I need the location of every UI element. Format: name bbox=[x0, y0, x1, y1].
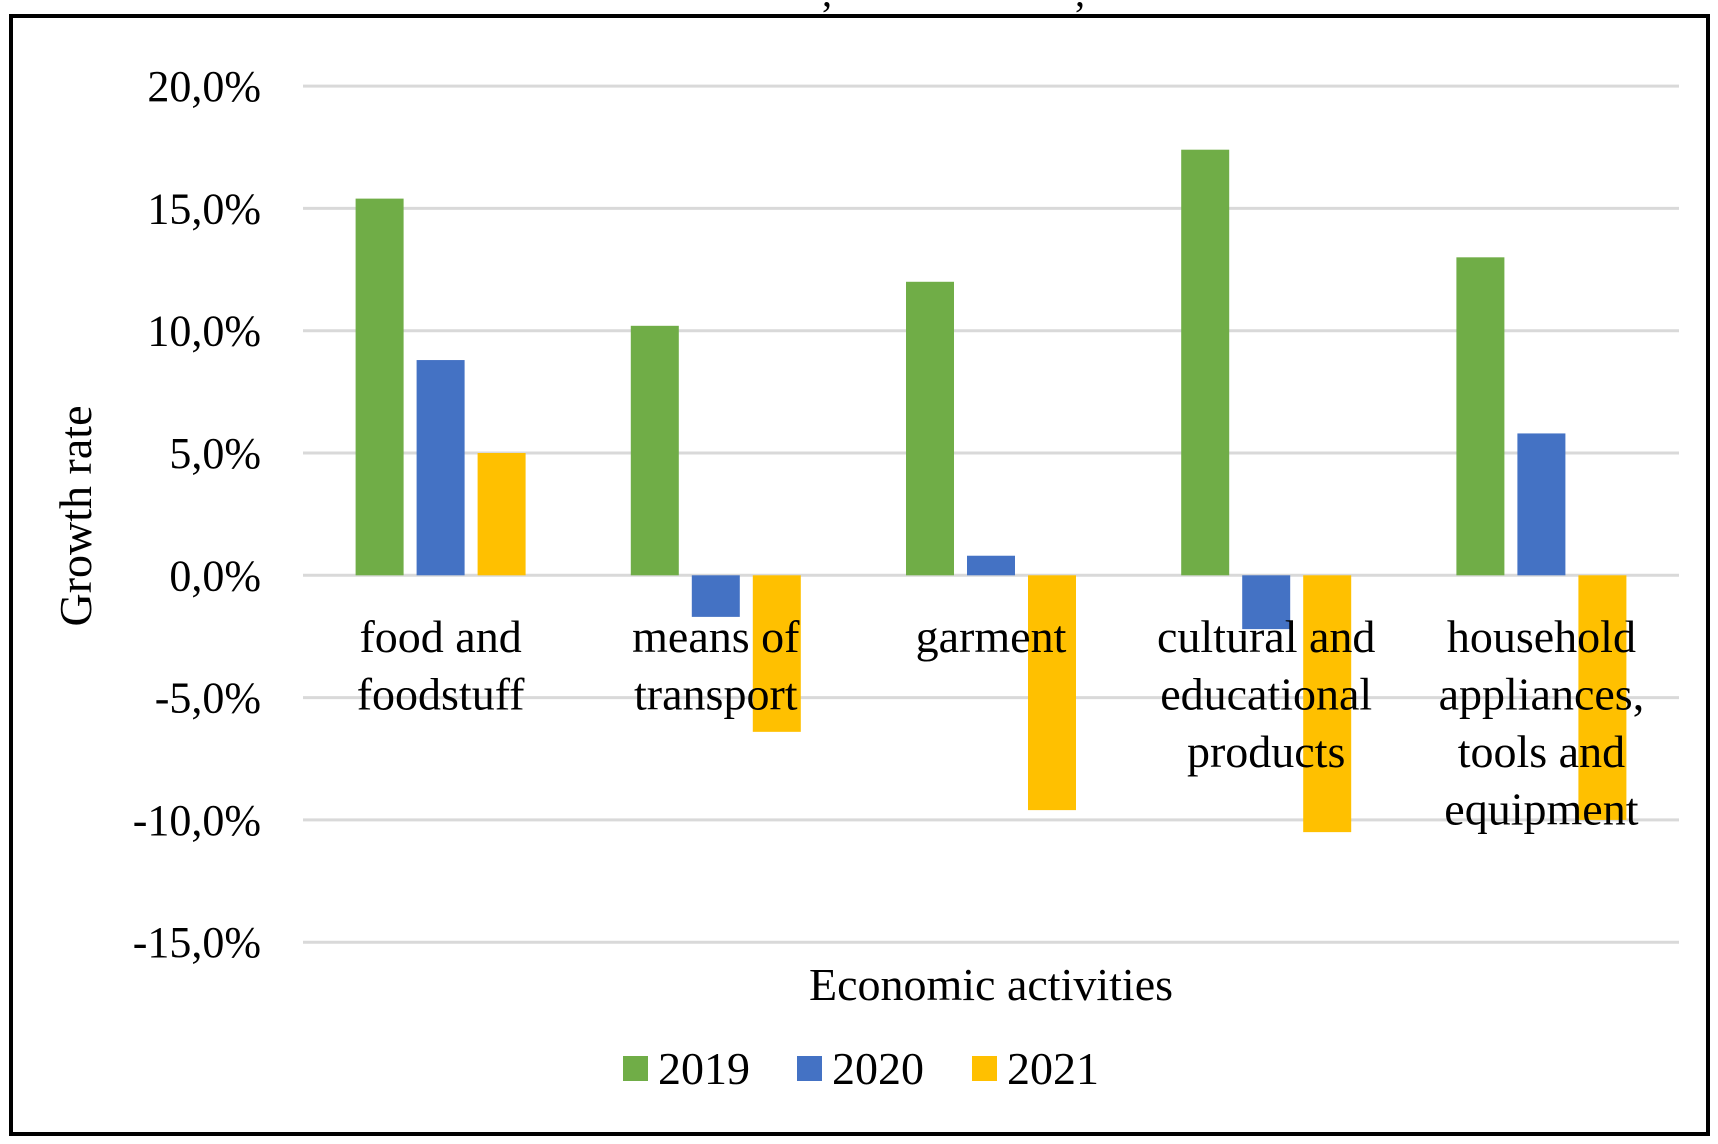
bar-2020-4 bbox=[1242, 575, 1291, 630]
y-tick-label: 10,0% bbox=[147, 307, 261, 356]
category-label: cultural and educational products bbox=[1157, 611, 1375, 777]
bar-2019-3 bbox=[906, 281, 954, 576]
clipped-comma-2: , bbox=[1075, 0, 1085, 15]
bar-2019-5 bbox=[1456, 257, 1505, 576]
category-label-line: cultural and bbox=[1157, 611, 1375, 662]
clipped-comma-1: , bbox=[822, 0, 832, 15]
y-axis-title: Growth rate bbox=[50, 406, 101, 627]
legend: 2019 2020 2021 bbox=[623, 1043, 1099, 1094]
category-label-line: means of bbox=[632, 611, 800, 662]
category-label-line: foodstuff bbox=[357, 669, 525, 720]
bar-2021-5 bbox=[1578, 575, 1627, 820]
clipped-caption-fragments: , , bbox=[822, 0, 1085, 15]
bar-2021-2 bbox=[752, 575, 801, 732]
bar-2020-2 bbox=[691, 575, 740, 617]
x-axis-title: Economic activities bbox=[809, 959, 1173, 1010]
category-label: garment bbox=[916, 611, 1067, 662]
x-axis-category-labels: food and foodstuff means of transport garmen… bbox=[357, 611, 1645, 835]
bar-2019-4 bbox=[1181, 149, 1230, 576]
legend-label: 2021 bbox=[1007, 1043, 1099, 1094]
y-tick-label: -5,0% bbox=[155, 674, 261, 723]
legend-swatch-2019 bbox=[623, 1056, 648, 1081]
y-tick-label: 15,0% bbox=[147, 184, 261, 233]
legend-label: 2020 bbox=[832, 1043, 924, 1094]
category-label: means of transport bbox=[632, 611, 800, 720]
category-label-line: food and bbox=[359, 611, 521, 662]
legend-label: 2019 bbox=[658, 1043, 750, 1094]
category-label-line: appliances, bbox=[1439, 669, 1645, 720]
bar-2020-1 bbox=[416, 360, 465, 576]
bar-2021-1 bbox=[477, 453, 526, 576]
y-tick-label: 0,0% bbox=[169, 551, 261, 600]
y-axis-tick-labels: 20,0% 15,0% 10,0% 5,0% 0,0% -5,0% -10,0% -15,0% bbox=[133, 62, 261, 967]
category-label-line: garment bbox=[916, 611, 1067, 662]
bar-2019-1 bbox=[355, 198, 404, 576]
y-tick-label: -15,0% bbox=[133, 918, 261, 967]
bar-2020-5 bbox=[1517, 433, 1566, 576]
bars bbox=[355, 149, 1627, 833]
category-label: household appliances, tools and equipment bbox=[1439, 611, 1645, 835]
legend-swatch-2021 bbox=[972, 1056, 997, 1081]
bar-2020-3 bbox=[967, 555, 1015, 576]
category-label: food and foodstuff bbox=[357, 611, 525, 720]
bar-2021-3 bbox=[1028, 575, 1076, 811]
category-label-line: transport bbox=[634, 669, 798, 720]
category-label-line: tools and bbox=[1458, 726, 1625, 777]
category-label-line: household bbox=[1447, 611, 1636, 662]
y-tick-label: 5,0% bbox=[169, 429, 261, 478]
bar-2019-2 bbox=[630, 325, 679, 576]
category-label-line: equipment bbox=[1444, 784, 1638, 835]
bar-2021-4 bbox=[1303, 575, 1352, 833]
legend-swatch-2020 bbox=[797, 1056, 822, 1081]
y-tick-label: 20,0% bbox=[147, 62, 261, 111]
category-label-line: products bbox=[1187, 726, 1345, 777]
category-label-line: educational bbox=[1160, 669, 1372, 720]
y-tick-label: -10,0% bbox=[133, 796, 261, 845]
